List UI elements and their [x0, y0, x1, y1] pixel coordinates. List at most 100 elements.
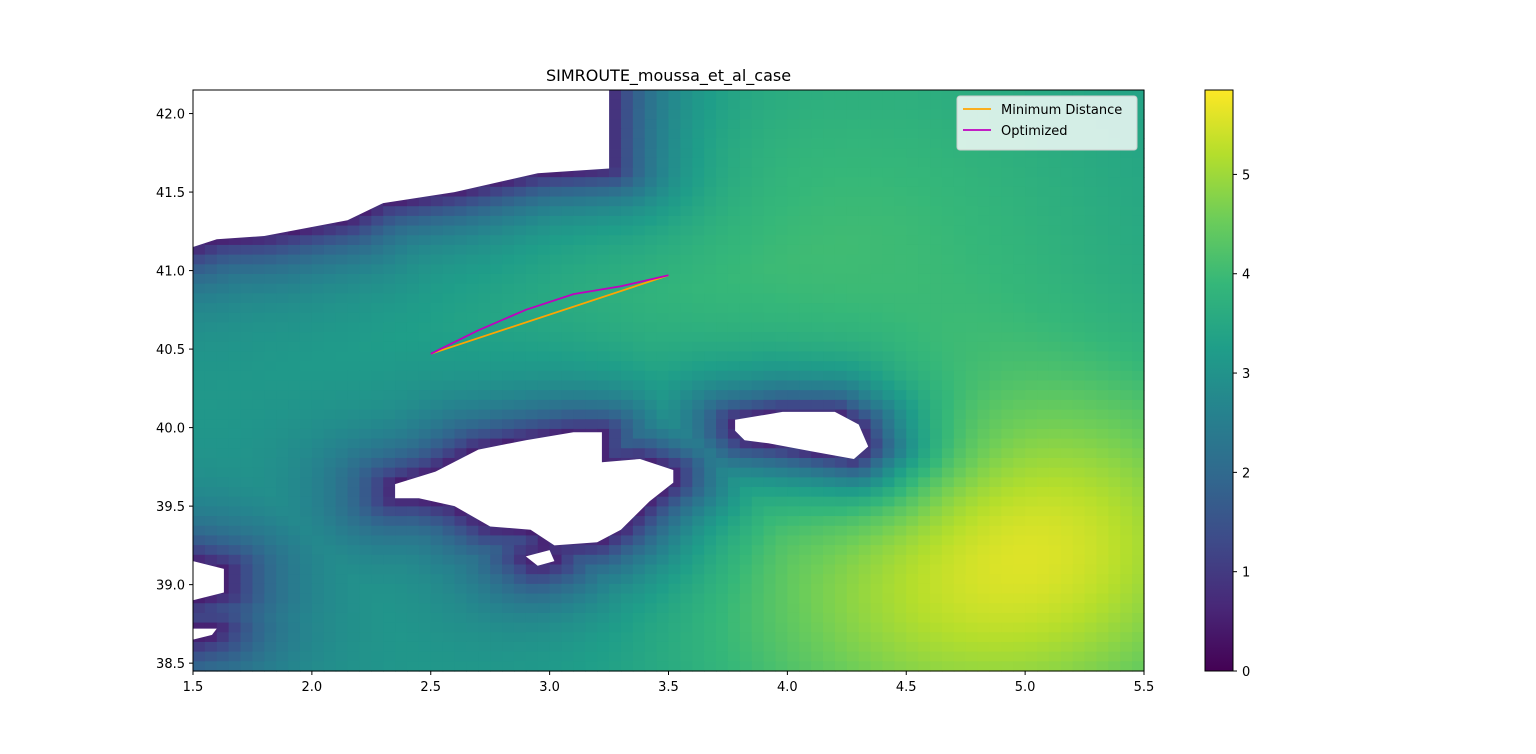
- heatmap-cell: [299, 419, 313, 430]
- heatmap-cell: [834, 322, 848, 333]
- heatmap-cell: [953, 477, 967, 488]
- heatmap-cell: [418, 293, 432, 304]
- heatmap-cell: [632, 361, 646, 372]
- heatmap-cell: [359, 303, 372, 314]
- heatmap-cell: [1084, 90, 1098, 101]
- heatmap-cell: [597, 235, 610, 246]
- heatmap-cell: [739, 516, 753, 527]
- heatmap-cell: [1108, 293, 1121, 304]
- heatmap-cell: [1013, 312, 1026, 323]
- heatmap-cell: [977, 467, 991, 478]
- heatmap-cell: [846, 244, 860, 256]
- heatmap-cell: [1120, 90, 1133, 101]
- heatmap-cell: [787, 293, 800, 304]
- heatmap-cell: [906, 109, 919, 120]
- heatmap-cell: [1132, 235, 1145, 246]
- heatmap-cell: [870, 603, 884, 614]
- heatmap-cell: [918, 90, 931, 101]
- heatmap-cell: [371, 564, 384, 575]
- heatmap-cell: [763, 351, 777, 362]
- heatmap-cell: [561, 409, 574, 420]
- heatmap-cell: [858, 157, 872, 169]
- heatmap-cell: [870, 341, 884, 353]
- heatmap-cell: [644, 341, 658, 353]
- heatmap-cell: [371, 622, 384, 633]
- heatmap-cell: [953, 574, 967, 585]
- heatmap-cell: [311, 554, 325, 566]
- heatmap-cell: [561, 574, 574, 585]
- heatmap-cell: [466, 545, 479, 556]
- heatmap-cell: [858, 583, 872, 595]
- heatmap-cell: [311, 283, 325, 294]
- heatmap-cell: [1096, 390, 1109, 401]
- heatmap-cell: [359, 603, 372, 614]
- heatmap-cell: [977, 361, 991, 372]
- heatmap-cell: [264, 322, 277, 333]
- heatmap-cell: [335, 419, 349, 430]
- heatmap-cell: [288, 487, 301, 498]
- heatmap-cell: [454, 641, 468, 653]
- heatmap-cell: [359, 341, 372, 353]
- heatmap-cell: [513, 273, 527, 285]
- heatmap-cell: [359, 293, 372, 304]
- heatmap-cell: [406, 206, 420, 217]
- heatmap-cell: [787, 612, 800, 624]
- heatmap-cell: [299, 603, 313, 614]
- heatmap-cell: [1013, 428, 1026, 440]
- heatmap-cell: [775, 177, 788, 188]
- heatmap-cell: [240, 419, 254, 430]
- heatmap-cell: [1072, 554, 1086, 566]
- heatmap-cell: [620, 128, 634, 140]
- heatmap-cell: [656, 332, 670, 343]
- heatmap-cell: [442, 312, 456, 323]
- heatmap-cell: [1096, 467, 1109, 478]
- heatmap-cell: [894, 554, 907, 566]
- heatmap-cell: [811, 196, 824, 207]
- heatmap-cell: [323, 419, 337, 430]
- heatmap-cell: [775, 90, 788, 101]
- heatmap-cell: [632, 545, 646, 556]
- heatmap-cell: [739, 467, 753, 478]
- heatmap-cell: [371, 332, 384, 343]
- heatmap-cell: [763, 535, 777, 546]
- heatmap-cell: [1048, 467, 1062, 478]
- heatmap-cell: [775, 273, 788, 285]
- heatmap-cell: [525, 332, 539, 343]
- heatmap-cell: [858, 322, 872, 333]
- heatmap-cell: [276, 487, 289, 498]
- heatmap-cell: [204, 622, 218, 633]
- heatmap-cell: [347, 399, 361, 411]
- heatmap-cell: [406, 370, 420, 382]
- heatmap-cell: [787, 448, 800, 459]
- heatmap-cell: [288, 293, 301, 304]
- heatmap-cell: [941, 448, 955, 459]
- heatmap-cell: [264, 438, 277, 449]
- heatmap-cell: [775, 351, 788, 362]
- heatmap-cell: [383, 641, 396, 653]
- heatmap-cell: [894, 448, 907, 459]
- heatmap-cell: [1072, 603, 1086, 614]
- heatmap-cell: [668, 545, 681, 556]
- heatmap-cell: [609, 273, 622, 285]
- heatmap-cell: [1120, 535, 1133, 546]
- heatmap-cell: [870, 128, 884, 140]
- heatmap-cell: [870, 273, 884, 285]
- heatmap-cell: [965, 312, 979, 323]
- heatmap-cell: [1060, 506, 1074, 517]
- heatmap-cell: [668, 564, 681, 575]
- heatmap-cell: [632, 612, 646, 624]
- heatmap-cell: [561, 361, 574, 372]
- heatmap-cell: [228, 535, 242, 546]
- heatmap-cell: [1060, 554, 1074, 566]
- heatmap-cell: [597, 312, 610, 323]
- heatmap-cell: [632, 516, 646, 527]
- heatmap-cell: [347, 516, 361, 527]
- heatmap-cell: [549, 661, 563, 672]
- heatmap-cell: [739, 361, 753, 372]
- heatmap-cell: [1108, 254, 1121, 265]
- heatmap-cell: [751, 157, 765, 169]
- heatmap-cell: [1025, 632, 1038, 643]
- heatmap-cell: [668, 661, 681, 672]
- heatmap-cell: [1048, 612, 1062, 624]
